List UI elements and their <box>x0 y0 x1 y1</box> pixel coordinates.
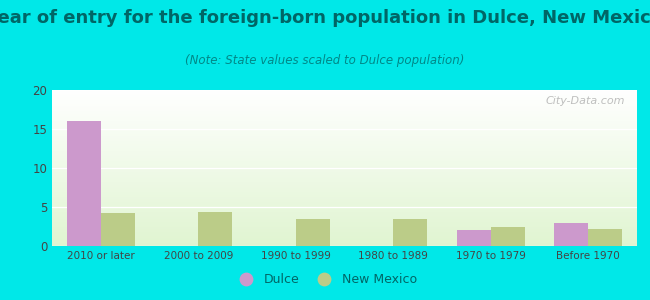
Bar <box>198 212 233 246</box>
Text: Year of entry for the foreign-born population in Dulce, New Mexico: Year of entry for the foreign-born popul… <box>0 9 650 27</box>
Text: City-Data.com: City-Data.com <box>546 96 625 106</box>
Bar <box>66 121 101 246</box>
Bar <box>393 219 428 246</box>
Text: (Note: State values scaled to Dulce population): (Note: State values scaled to Dulce popu… <box>185 54 465 67</box>
Bar <box>457 230 491 246</box>
Bar <box>588 229 623 246</box>
Bar <box>491 227 525 246</box>
Bar <box>101 213 135 246</box>
Bar <box>296 220 330 246</box>
Legend: Dulce, New Mexico: Dulce, New Mexico <box>228 268 422 291</box>
Bar <box>554 223 588 246</box>
